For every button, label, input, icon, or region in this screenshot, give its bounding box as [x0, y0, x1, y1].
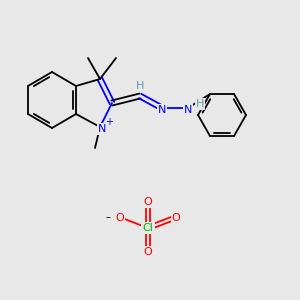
- Text: O: O: [116, 213, 124, 223]
- Text: N: N: [98, 124, 106, 134]
- Text: N: N: [184, 105, 192, 115]
- Text: O: O: [144, 247, 152, 257]
- Text: N: N: [158, 105, 166, 115]
- Text: Cl: Cl: [142, 223, 153, 233]
- Text: –: –: [106, 212, 110, 222]
- Text: O: O: [172, 213, 180, 223]
- Text: O: O: [144, 197, 152, 207]
- Text: H: H: [196, 99, 204, 109]
- Text: H: H: [136, 81, 144, 91]
- Text: +: +: [105, 117, 113, 127]
